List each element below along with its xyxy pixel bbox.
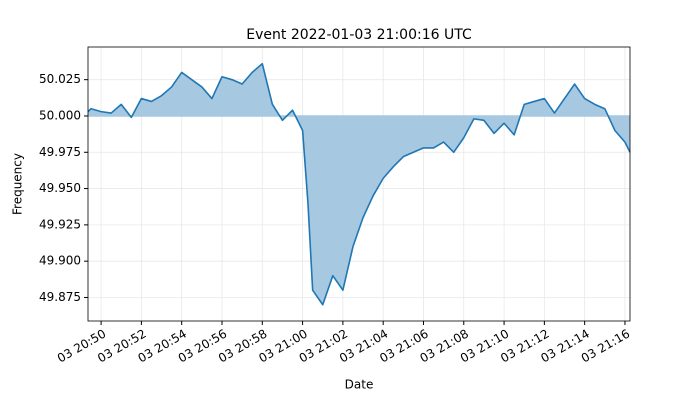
x-axis-label: Date — [345, 378, 374, 392]
line — [87, 62, 631, 306]
area — [88, 63, 630, 305]
chart-title: Event 2022-01-03 21:00:16 UTC — [246, 27, 472, 43]
y-tick-label: 49.925 — [39, 217, 81, 231]
y-tick-label: 49.900 — [39, 254, 81, 268]
plot-frame — [87, 46, 631, 322]
y-tick-label: 50.000 — [39, 108, 81, 122]
y-tick-label: 49.875 — [39, 290, 81, 304]
y-tick-label: 49.975 — [39, 145, 81, 159]
y-tick-label: 49.950 — [39, 181, 81, 195]
y-tick-label: 50.025 — [39, 72, 81, 86]
y-axis-label: Frequency — [11, 153, 25, 215]
